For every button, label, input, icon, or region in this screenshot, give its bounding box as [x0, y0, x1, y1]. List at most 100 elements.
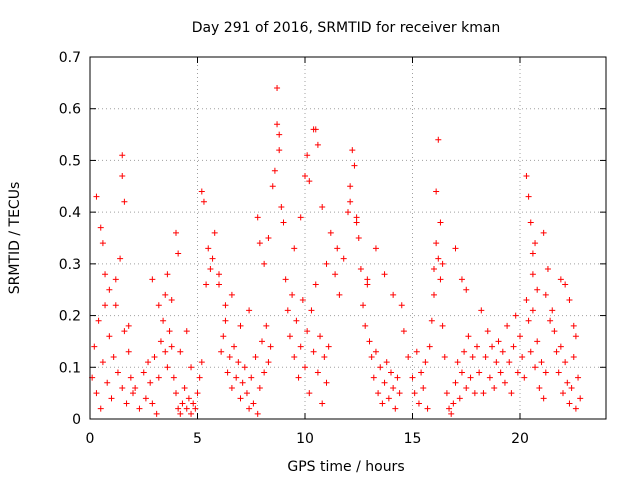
data-point [349, 147, 356, 154]
data-point [364, 281, 371, 288]
data-point [274, 121, 281, 128]
data-point [332, 271, 339, 278]
x-axis-ticks: 0 5 10 15 20 [86, 57, 529, 447]
data-point [181, 384, 188, 391]
data-point [340, 255, 347, 262]
data-point [428, 317, 435, 324]
data-point [448, 410, 455, 417]
data-point [411, 390, 418, 397]
data-point [179, 400, 186, 407]
data-point [153, 410, 160, 417]
data-point [304, 328, 311, 335]
data-point [170, 374, 177, 381]
data-point [523, 297, 530, 304]
data-point [194, 390, 201, 397]
data-point [540, 229, 547, 236]
data-point [551, 328, 558, 335]
data-point [302, 172, 308, 179]
data-point [104, 379, 111, 386]
data-point [461, 348, 468, 355]
data-point [375, 390, 382, 397]
data-point [265, 235, 272, 241]
data-point [572, 405, 579, 412]
data-point [216, 281, 222, 288]
data-point [164, 271, 171, 278]
data-points [89, 85, 584, 417]
data-point [394, 374, 401, 381]
data-point [532, 240, 539, 247]
data-point [145, 359, 152, 366]
data-point [102, 271, 109, 278]
data-point [504, 322, 511, 329]
data-point [370, 374, 377, 381]
data-point [476, 369, 483, 376]
data-point [433, 240, 440, 247]
data-point [314, 369, 321, 376]
x-tick-label: 15 [404, 431, 422, 447]
data-point [536, 384, 543, 391]
data-point [452, 245, 459, 252]
data-point [433, 188, 440, 195]
data-point [196, 374, 203, 381]
data-point [426, 343, 433, 350]
data-point [297, 214, 304, 221]
data-point [534, 338, 541, 345]
data-point [435, 255, 442, 262]
data-point [523, 172, 530, 179]
data-point [566, 400, 573, 407]
data-point [446, 405, 453, 412]
x-tick-label: 0 [86, 431, 95, 447]
data-point [493, 359, 500, 366]
data-point [224, 369, 231, 376]
data-point [155, 374, 162, 381]
data-point [299, 297, 306, 304]
data-point [491, 384, 498, 391]
data-point [207, 266, 214, 273]
data-point [119, 384, 126, 391]
data-point [130, 390, 136, 397]
data-point [441, 353, 448, 360]
data-point [162, 291, 169, 298]
data-point [293, 317, 300, 324]
data-point [200, 198, 207, 205]
data-point [364, 276, 371, 283]
data-point [385, 395, 392, 402]
data-point [357, 266, 364, 273]
data-point [263, 322, 270, 329]
data-point [377, 364, 384, 371]
data-point [458, 369, 465, 376]
data-point [564, 379, 571, 386]
data-point [484, 328, 491, 335]
data-point [233, 374, 240, 381]
data-point [274, 85, 281, 92]
data-point [99, 359, 106, 366]
data-point [534, 286, 541, 293]
y-tick-label: 0.4 [59, 205, 81, 221]
y-tick-label: 0.5 [59, 153, 81, 169]
data-point [147, 379, 154, 386]
data-point [203, 281, 210, 288]
data-point [390, 291, 397, 298]
data-point [366, 338, 373, 345]
data-point [142, 395, 149, 402]
data-point [190, 400, 197, 407]
data-point [132, 384, 139, 391]
data-point [544, 266, 551, 273]
data-point [497, 369, 504, 376]
data-point [183, 328, 190, 335]
data-point [347, 198, 354, 205]
data-point [400, 328, 407, 335]
data-point [151, 353, 158, 360]
data-point [168, 343, 175, 350]
x-tick-label: 20 [511, 431, 529, 447]
data-point [278, 203, 285, 210]
data-point [286, 333, 293, 340]
data-point [276, 147, 283, 154]
data-point [312, 281, 319, 288]
data-point [177, 410, 184, 417]
data-point [381, 271, 388, 278]
data-point [282, 276, 289, 283]
data-point [185, 395, 192, 402]
data-point [106, 286, 113, 293]
data-point [308, 307, 315, 314]
